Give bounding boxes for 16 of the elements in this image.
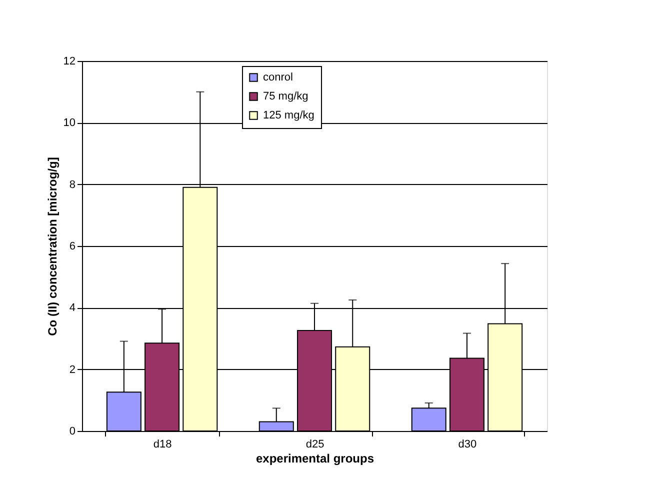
y-tick-label: 2 <box>69 364 76 376</box>
y-tick-label: 0 <box>69 426 76 438</box>
x-tick-label: d18 <box>153 438 172 450</box>
x-axis-title: experimental groups <box>256 452 374 466</box>
x-tick-label: d25 <box>306 438 324 450</box>
y-tick-label: 12 <box>63 56 76 68</box>
y-tick-label: 8 <box>69 178 76 191</box>
bar <box>411 408 446 432</box>
y-tick-label: 4 <box>69 302 76 314</box>
legend-label: 125 mg/kg <box>263 110 314 122</box>
y-tick-label: 10 <box>63 117 76 130</box>
legend-label: 75 mg/kg <box>263 90 308 102</box>
legend-label: conrol <box>263 72 293 84</box>
x-tick-label: d30 <box>458 438 477 450</box>
y-tick-label: 6 <box>69 240 76 252</box>
y-axis-title: Co (II) concentration [microg/g] <box>45 157 60 336</box>
